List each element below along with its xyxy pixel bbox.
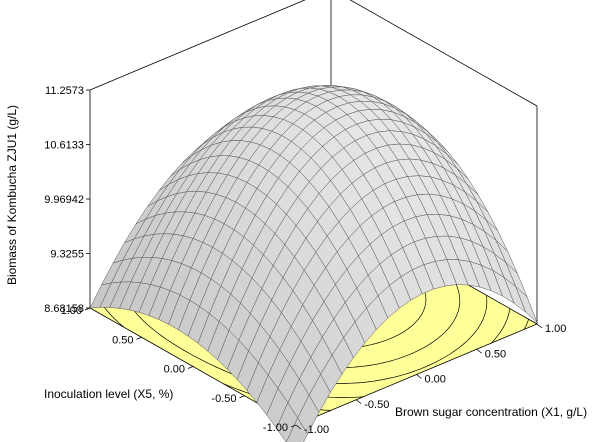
- x-tick-label-0: -1.00: [304, 424, 329, 436]
- y-tick-mark-2: [187, 366, 194, 369]
- z-tick-label-1: 9.3255: [50, 249, 84, 261]
- frame-top-back-right: [349, 0, 538, 107]
- y-tick-label-0: -1.00: [263, 422, 288, 434]
- y-tick-label-2: 0.00: [164, 364, 185, 376]
- frame-top-back-left: [89, 0, 306, 91]
- x-tick-label-2: 0.00: [425, 374, 446, 386]
- x-tick-label-3: 0.50: [485, 348, 506, 360]
- y-axis-title: Inoculation level (X5, %): [44, 387, 173, 401]
- x-tick-mark-0: [295, 424, 302, 430]
- y-tick-label-1: -0.50: [211, 393, 236, 405]
- x-tick-mark-2: [416, 374, 422, 379]
- z-tick-label-4: 11.2573: [45, 85, 84, 97]
- y-tick-mark-0: [290, 424, 297, 428]
- z-tick-label-0: 8.68158: [44, 303, 84, 315]
- x-tick-mark-4: [536, 323, 543, 329]
- x-tick-label-1: -0.50: [364, 399, 389, 411]
- x-tick-mark-3: [476, 348, 482, 354]
- x-tick-mark-1: [356, 399, 362, 405]
- axis-ticks: -1.00 -0.50 0.00 0.50 1.00 -1.00 -0.50 0.00 0.50…: [44, 85, 566, 436]
- y-tick-label-4: 1.00: [61, 305, 82, 317]
- x-axis-title: Brown sugar concentration (X1, g/L): [395, 405, 587, 419]
- z-axis-title: Biomass of Kombucha ZJU1 (g/L): [5, 105, 19, 285]
- y-tick-label-3: 0.50: [112, 334, 133, 346]
- z-tick-label-3: 10.6133: [44, 140, 84, 152]
- z-tick-label-2: 9.96942: [44, 194, 84, 206]
- x-tick-label-4: 1.00: [545, 323, 566, 335]
- y-tick-mark-1: [239, 395, 245, 399]
- y-tick-mark-3: [136, 336, 142, 340]
- response-surface-mesh: [89, 85, 538, 442]
